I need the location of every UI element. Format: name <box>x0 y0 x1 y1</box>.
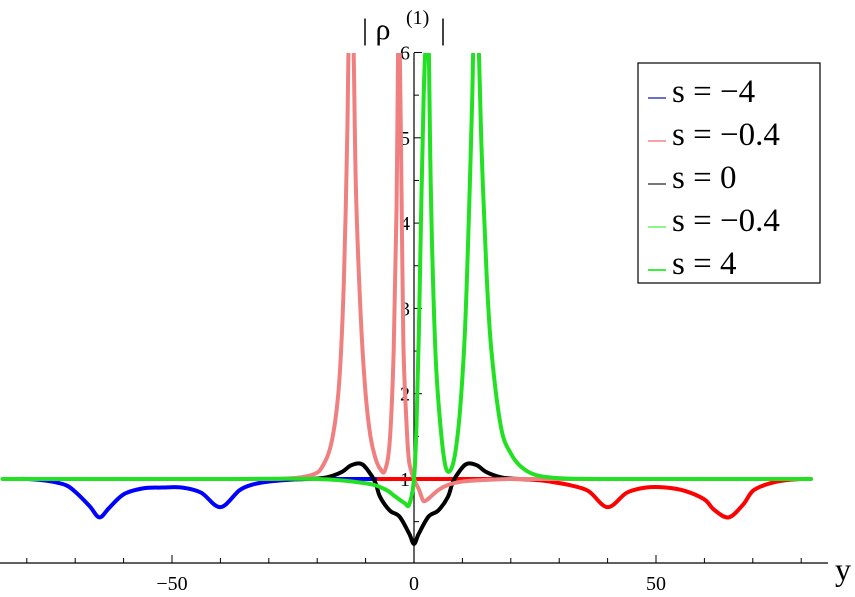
y-tick-label: 3 <box>400 298 410 320</box>
legend-label: s = −0.4 <box>672 117 780 153</box>
series-group <box>0 53 813 546</box>
y-axis-label: | ρ <box>362 13 390 46</box>
series-line-4 <box>218 53 610 504</box>
series-line-2 <box>15 476 378 520</box>
x-tick-label: −50 <box>156 573 187 595</box>
y-tick-label: 4 <box>400 213 410 235</box>
x-axis-label: y <box>835 551 851 587</box>
y-tick-label: 5 <box>400 128 410 150</box>
legend-label: s = 0 <box>672 160 736 196</box>
x-tick-label: 50 <box>646 573 666 595</box>
legend-entries: s = −4 s = −0.4 s = 0 s = −0.4 s = 4 <box>648 74 780 282</box>
y-axis-label-superscript: (1) <box>406 7 429 29</box>
x-tick-label: 0 <box>409 573 419 595</box>
y-tick-label: 6 <box>400 43 410 65</box>
legend-box <box>637 62 821 284</box>
legend-label: s = −0.4 <box>672 203 780 239</box>
series-line-3 <box>266 461 562 546</box>
y-axis-label-bar-right: | <box>440 13 446 46</box>
legend-label: s = 4 <box>672 246 736 282</box>
legend: s = −4 s = −0.4 s = 0 s = −0.4 s = 4 <box>637 62 821 284</box>
legend-label: s = −4 <box>672 74 755 110</box>
series-line-5 <box>0 53 813 509</box>
